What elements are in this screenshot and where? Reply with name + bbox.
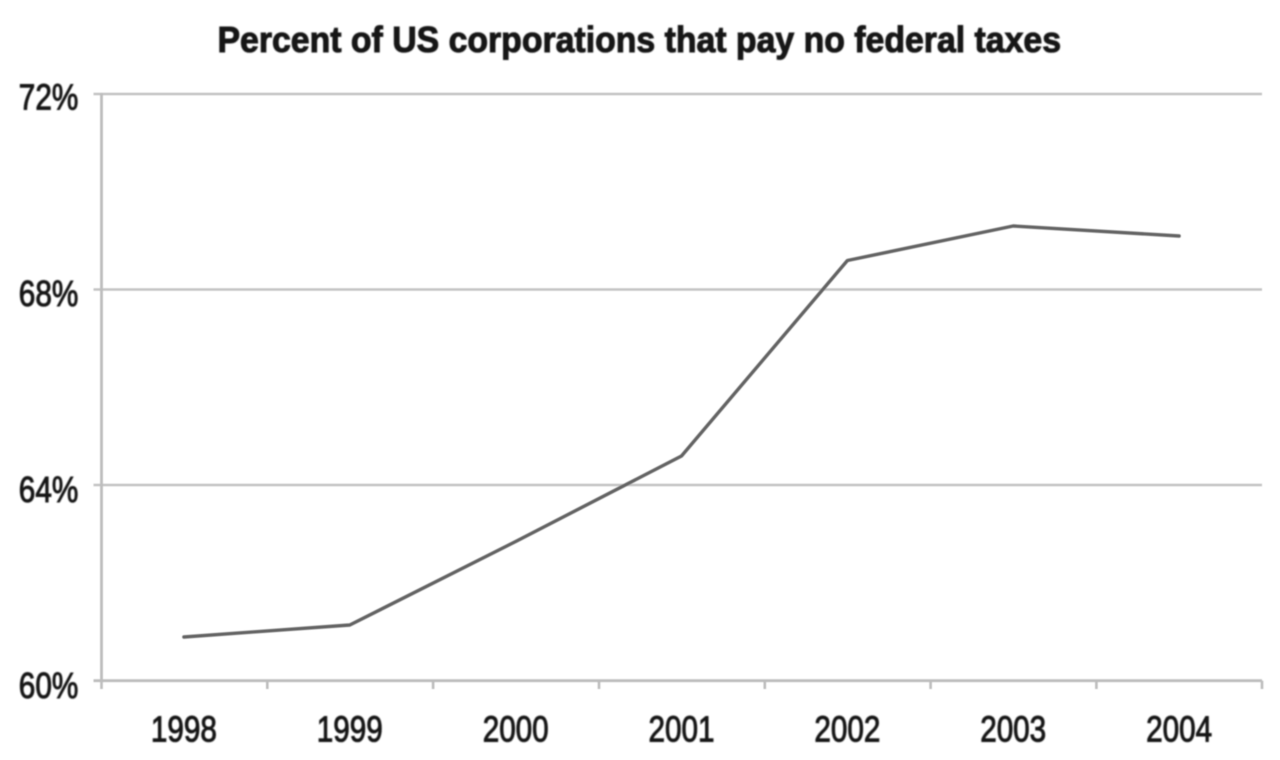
svg-text:72%: 72% (19, 77, 79, 118)
svg-text:2000: 2000 (483, 709, 549, 750)
svg-text:60%: 60% (19, 665, 79, 706)
svg-text:Percent of US corporations tha: Percent of US corporations that pay no f… (218, 19, 1062, 60)
svg-text:68%: 68% (19, 273, 79, 314)
svg-text:1998: 1998 (151, 709, 217, 750)
svg-text:2003: 2003 (980, 709, 1046, 750)
svg-text:1999: 1999 (317, 709, 383, 750)
svg-text:64%: 64% (19, 469, 79, 510)
svg-text:2004: 2004 (1146, 709, 1212, 750)
svg-text:2002: 2002 (814, 709, 880, 750)
svg-text:2001: 2001 (649, 709, 715, 750)
